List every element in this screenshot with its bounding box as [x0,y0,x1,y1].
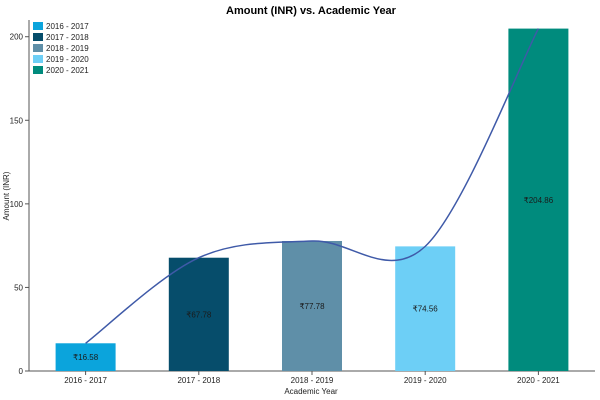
x-axis-ticks: 2016 - 2017 2017 - 2018 2018 - 2019 2019 - … [64,371,560,385]
legend-swatch-1 [33,33,43,41]
data-label-4: ₹204.86 [524,196,554,205]
x-tick-label-0: 2016 - 2017 [64,376,107,385]
legend-swatch-3 [33,55,43,63]
bar-4 [508,28,569,371]
y-tick-label-2: 100 [10,200,24,209]
data-label-2: ₹77.78 [299,302,325,311]
bar-1 [168,257,229,371]
legend-label-0: 2016 - 2017 [46,22,89,31]
bar-3 [395,246,456,371]
y-tick-label-3: 150 [10,116,24,125]
legend-swatch-0 [33,22,43,30]
legend-swatch-4 [33,66,43,74]
legend-swatch-2 [33,44,43,52]
bars [55,28,569,371]
y-axis-ticks: 0 50 100 150 200 [10,33,29,376]
y-axis-label: Amount (INR) [2,171,11,220]
x-axis-label: Academic Year [284,387,338,396]
y-tick-label-0: 0 [19,367,24,376]
y-tick-label-4: 200 [10,33,24,42]
legend-label-1: 2017 - 2018 [46,33,89,42]
x-tick-label-4: 2020 - 2021 [517,376,560,385]
data-label-0: ₹16.58 [73,353,99,362]
bar-2 [282,240,342,371]
legend: 2016 - 2017 2017 - 2018 2018 - 2019 2019 - … [33,22,89,75]
data-label-1: ₹67.78 [186,310,212,319]
legend-label-3: 2019 - 2020 [46,55,89,64]
x-tick-label-1: 2017 - 2018 [177,376,220,385]
data-label-3: ₹74.56 [413,305,439,314]
legend-label-2: 2018 - 2019 [46,44,89,53]
data-labels: ₹16.58 ₹67.78 ₹77.78 ₹74.56 ₹204.86 [73,196,554,362]
bar-0 [55,343,116,371]
x-tick-label-2: 2018 - 2019 [291,376,334,385]
chart-title: Amount (INR) vs. Academic Year [226,5,397,17]
x-tick-label-3: 2019 - 2020 [404,376,447,385]
trend-line [85,28,540,344]
y-tick-label-1: 50 [14,283,23,292]
legend-label-4: 2020 - 2021 [46,66,89,75]
